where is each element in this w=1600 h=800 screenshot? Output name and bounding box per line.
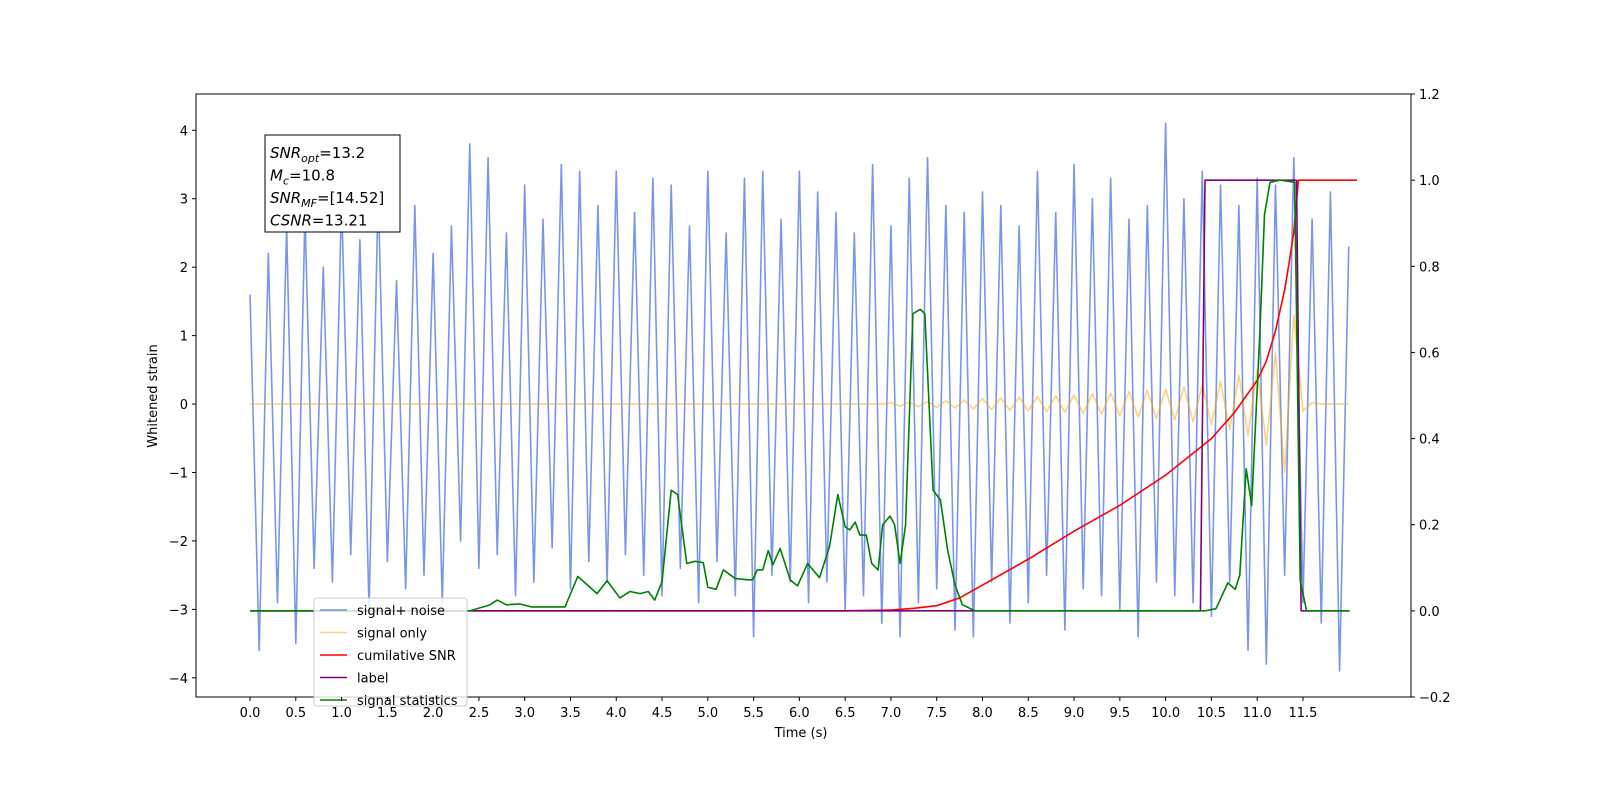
x-tick-label: 9.0 <box>1064 706 1085 721</box>
legend-box <box>313 597 468 707</box>
legend-label: signal only <box>357 627 427 642</box>
annotation-subscript: MF <box>301 197 317 210</box>
x-tick-label: 9.5 <box>1109 706 1130 721</box>
y2-tick-label: 1.2 <box>1419 88 1440 103</box>
x-axis-label: Time (s) <box>774 726 828 741</box>
axes-frame <box>195 93 1412 698</box>
annotation-value: =10.8 <box>289 167 335 185</box>
annotation-symbol: M <box>270 167 283 185</box>
annotation-line: Mc=10.8 <box>270 167 335 188</box>
x-tick-label: 10.5 <box>1197 706 1226 721</box>
x-tick-label: 7.5 <box>926 706 947 721</box>
x-tick-label: 1.5 <box>377 706 398 721</box>
y-tick-label: −3 <box>169 603 188 618</box>
x-tick-label: 1.0 <box>331 706 352 721</box>
x-tick-label: 7.0 <box>881 706 902 721</box>
y2-tick-label: 0.6 <box>1419 346 1440 361</box>
annotation-subscript: c <box>283 175 289 188</box>
x-tick-label: 2.0 <box>423 706 444 721</box>
x-tick-label: 8.0 <box>972 706 993 721</box>
x-tick-label: 5.5 <box>743 706 764 721</box>
legend-label: signal statistics <box>357 694 458 709</box>
annotation-symbol: CSNR <box>270 212 312 230</box>
legend-label: signal+ noise <box>357 604 445 619</box>
x-tick-label: 0.5 <box>285 706 306 721</box>
y-axis-label: Whitened strain <box>146 344 161 447</box>
x-tick-label: 11.0 <box>1243 706 1272 721</box>
series-line <box>250 179 1357 612</box>
x-tick-label: 5.0 <box>697 706 718 721</box>
legend-label: cumilative SNR <box>357 649 456 664</box>
y-tick-label: −1 <box>169 467 188 482</box>
annotation-value: =13.21 <box>312 212 368 230</box>
y2-tick-label: 0.4 <box>1419 433 1440 448</box>
y-tick-label: 1 <box>180 330 188 345</box>
series-line <box>250 179 1350 612</box>
y2-tick-label: 0.8 <box>1419 260 1440 275</box>
annotation-subscript: opt <box>301 152 320 165</box>
annotation-value: =13.2 <box>319 144 365 162</box>
y2-tick-label: 1.0 <box>1419 174 1440 189</box>
x-tick-label: 6.5 <box>835 706 856 721</box>
plot-area <box>249 122 1357 672</box>
annotation-value: =[14.52] <box>317 189 384 207</box>
annotation: SNRopt=13.2Mc=10.8SNRMF=[14.52]CSNR=13.2… <box>270 144 384 230</box>
annotation-line: SNRopt=13.2 <box>270 144 365 165</box>
y-tick-label: 4 <box>180 124 188 139</box>
x-tick-label: 3.5 <box>560 706 581 721</box>
y2-tick-label: −0.2 <box>1419 691 1451 706</box>
x-tick-label: 4.0 <box>606 706 627 721</box>
series-line <box>249 122 1350 672</box>
y-tick-label: −4 <box>169 672 188 687</box>
y-tick-label: 2 <box>180 261 188 276</box>
x-tick-label: 2.5 <box>469 706 490 721</box>
y2-tick-label: 0.2 <box>1419 519 1440 534</box>
annotation-symbol: SNR <box>270 189 301 207</box>
x-tick-label: 0.0 <box>240 706 261 721</box>
y2-tick-label: 0.0 <box>1419 605 1440 620</box>
annotation-line: CSNR=13.21 <box>270 212 367 230</box>
legend: signal+ noise signal only cumilative SNR la… <box>313 597 468 709</box>
legend-label: label <box>357 672 388 687</box>
y-tick-label: 0 <box>180 398 188 413</box>
x-tick-label: 3.0 <box>514 706 535 721</box>
y-tick-label: −2 <box>169 535 188 550</box>
y-tick-label: 3 <box>180 193 188 208</box>
x-tick-label: 10.0 <box>1151 706 1180 721</box>
x-tick-label: 11.5 <box>1288 706 1317 721</box>
annotation-line: SNRMF=[14.52] <box>270 189 384 210</box>
x-tick-label: 8.5 <box>1018 706 1039 721</box>
x-tick-label: 4.5 <box>652 706 673 721</box>
x-tick-label: 6.0 <box>789 706 810 721</box>
annotation-symbol: SNR <box>270 144 301 162</box>
series-line <box>250 314 1349 474</box>
annotation-box <box>264 134 401 233</box>
